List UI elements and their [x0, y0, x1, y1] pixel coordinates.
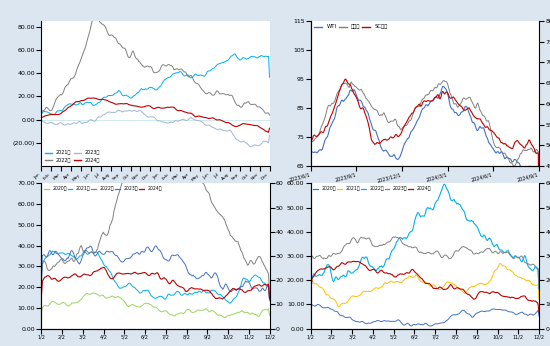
Legend: 2021年, 2022年, 2023年, 2024年: 2021年, 2022年, 2023年, 2024年: [43, 149, 101, 164]
Legend: 2020年, 2021年, 2022年, 2023年, 2024年: 2020年, 2021年, 2022年, 2023年, 2024年: [313, 186, 432, 192]
Legend: WTI, 布伦特, SC原油: WTI, 布伦特, SC原油: [314, 24, 389, 30]
Legend: 2020年, 2021年, 2022年, 2023年, 2024年: 2020年, 2021年, 2022年, 2023年, 2024年: [43, 186, 162, 192]
